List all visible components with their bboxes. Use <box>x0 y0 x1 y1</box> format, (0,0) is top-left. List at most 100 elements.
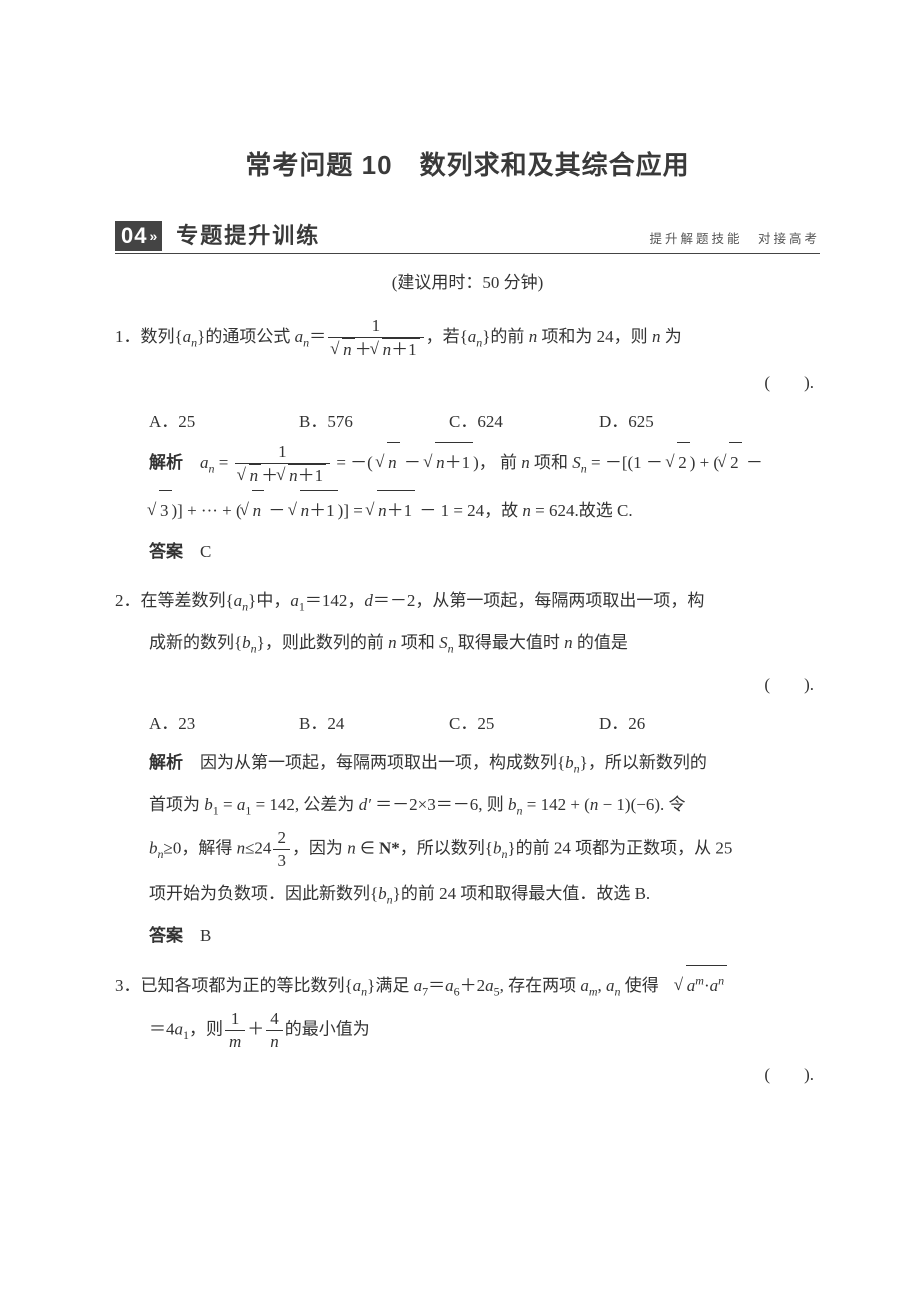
q3am: a <box>580 976 589 995</box>
q2a: 在等差数列{ <box>141 591 234 610</box>
q2e2f: − 1)(−6). 令 <box>598 795 685 814</box>
q1-t2: }的通项公式 <box>197 327 294 346</box>
er2: )， 前 <box>473 453 521 472</box>
section-subtitle: 提升解题技能 对接高考 <box>649 228 820 247</box>
q1-answer: 答案 C <box>149 532 820 571</box>
q2e4b: }的前 24 项和取得最大值．故选 B. <box>393 884 651 903</box>
q3p2: ＋ <box>247 1020 264 1039</box>
q2dp: d′ <box>359 795 371 814</box>
q2e4a: 项开始为负数项．因此新数列{ <box>149 884 378 903</box>
rad-n: n <box>342 338 355 361</box>
es2: 2 <box>667 442 690 482</box>
Nstar: N* <box>379 838 400 857</box>
q2e2e: = 142 + ( <box>523 795 590 814</box>
esn2: n <box>377 442 400 482</box>
esn3: n＋1 <box>425 442 473 482</box>
q1-n: n <box>529 327 538 346</box>
frac23: 23 <box>273 827 290 872</box>
q2l2c: 项和 <box>397 633 440 652</box>
q2en2: n <box>237 838 246 857</box>
q2-explain-l3: bn≥0，解得 n≤2423，因为 n ∈ N*，所以数列{bn}的前 24 项… <box>149 827 820 872</box>
er2c: 2 <box>729 442 742 482</box>
explain-label: 解析 <box>149 453 183 472</box>
en3: n <box>521 453 530 472</box>
section-badge: 04 » <box>115 221 162 251</box>
time-hint: (建议用时：50 分钟) <box>115 268 820 293</box>
q2e3e: }的前 24 项都为正数项，从 25 <box>507 838 732 857</box>
q2b: }中， <box>248 591 290 610</box>
q3rn: n <box>718 973 724 987</box>
q3l2b: ，则 <box>189 1020 223 1039</box>
q3l2a: ＝4 <box>149 1020 175 1039</box>
en5: n <box>378 501 387 520</box>
sqrt-n: n <box>332 338 355 361</box>
el2b: － <box>264 501 290 520</box>
es2b: 2 <box>719 442 742 482</box>
question-3: 3．已知各项都为正的等比数列{an}满足 a7＝a6＋2a5, 存在两项 am,… <box>115 965 820 1094</box>
q3ann: a <box>606 976 615 995</box>
q2a1v: ＝142， <box>305 591 365 610</box>
ern2: n <box>387 442 400 482</box>
q1-t3: ，若{ <box>426 327 468 346</box>
an-a2: a <box>468 327 477 346</box>
q3c: , 存在两项 <box>500 976 581 995</box>
er2b: 2 <box>677 442 690 482</box>
an-a: a <box>183 327 192 346</box>
q2-paren: ( ). <box>115 665 820 704</box>
er3: 项和 <box>530 453 573 472</box>
en4: n <box>301 501 310 520</box>
esn6: n＋1 <box>367 490 415 530</box>
en1: n <box>289 466 298 485</box>
q2bn2: b <box>508 795 517 814</box>
q3sqrt: am·an <box>676 965 727 1005</box>
el2a: )] + ··· + ( <box>172 501 242 520</box>
q3-paren: ( ). <box>115 1055 820 1094</box>
f4nn: 4 <box>266 1008 283 1031</box>
q1-frac: 1 n＋n＋1 <box>328 315 424 361</box>
q2-ans-val: B <box>200 926 211 945</box>
q2-stem-l2: 成新的数列{bn}，则此数列的前 n 项和 Sn 取得最大值时 n 的值是 <box>149 623 820 663</box>
question-1: 1．数列{an}的通项公式 an＝ 1 n＋n＋1 ，若{an}的前 n 项和为… <box>115 315 820 571</box>
q1-choice-d: D．625 <box>599 402 749 441</box>
question-2: 2．在等差数列{an}中，a1＝142，d＝－2，从第一项起，每隔两项取出一项，… <box>115 581 820 955</box>
q2l2d: 取得最大值时 <box>454 633 565 652</box>
em2: = －( <box>332 453 377 472</box>
q2bn3: b <box>149 838 158 857</box>
q2-choice-c: C．25 <box>449 704 599 743</box>
er1: － <box>400 453 426 472</box>
q3l2c: 的最小值为 <box>285 1020 370 1039</box>
q2-choice-b: B．24 <box>299 704 449 743</box>
q2dv: ＝－2，从第一项起，每隔两项取出一项，构 <box>373 591 705 610</box>
q1-t4: }的前 <box>482 327 528 346</box>
el2c: )] = <box>338 501 367 520</box>
q2b1: b <box>204 795 213 814</box>
q3p: ＋2 <box>460 976 486 995</box>
q2bn5: b <box>378 884 387 903</box>
q2-num: 2． <box>115 591 141 610</box>
q1-ans-label: 答案 <box>149 542 183 561</box>
el2e: = 624.故选 C. <box>531 501 633 520</box>
ern: n <box>249 464 262 487</box>
e-frac: 1 n＋n＋1 <box>235 441 331 487</box>
q3an: a <box>353 976 362 995</box>
f1mn: 1 <box>225 1008 245 1031</box>
er5: ) + ( <box>690 453 719 472</box>
q1-explain-l2: 3)] + ··· + (n － n＋1)] = n＋1 － 1 = 24，故 … <box>149 490 820 530</box>
q2a1: a <box>290 591 299 610</box>
q3ra2: a <box>710 976 719 995</box>
es3: 3 <box>149 490 172 530</box>
q3rm: m <box>695 973 704 987</box>
q1-t5: 项和为 24，则 <box>537 327 652 346</box>
badge-num: 04 <box>121 223 147 249</box>
q2e3b: ≤24 <box>245 838 271 857</box>
ef-den: n＋n＋1 <box>235 464 331 487</box>
q2-choice-d: D．26 <box>599 704 749 743</box>
q1-eq: ＝ <box>309 327 326 346</box>
q3a7: a <box>414 976 423 995</box>
q2l2b: }，则此数列的前 <box>257 633 388 652</box>
q2d: d <box>364 591 373 610</box>
f4nd: n <box>266 1031 283 1053</box>
q1-choices: A．25 B．576 C．624 D．625 <box>149 402 820 441</box>
e-a: a <box>200 453 209 472</box>
q3a1: a <box>175 1020 184 1039</box>
